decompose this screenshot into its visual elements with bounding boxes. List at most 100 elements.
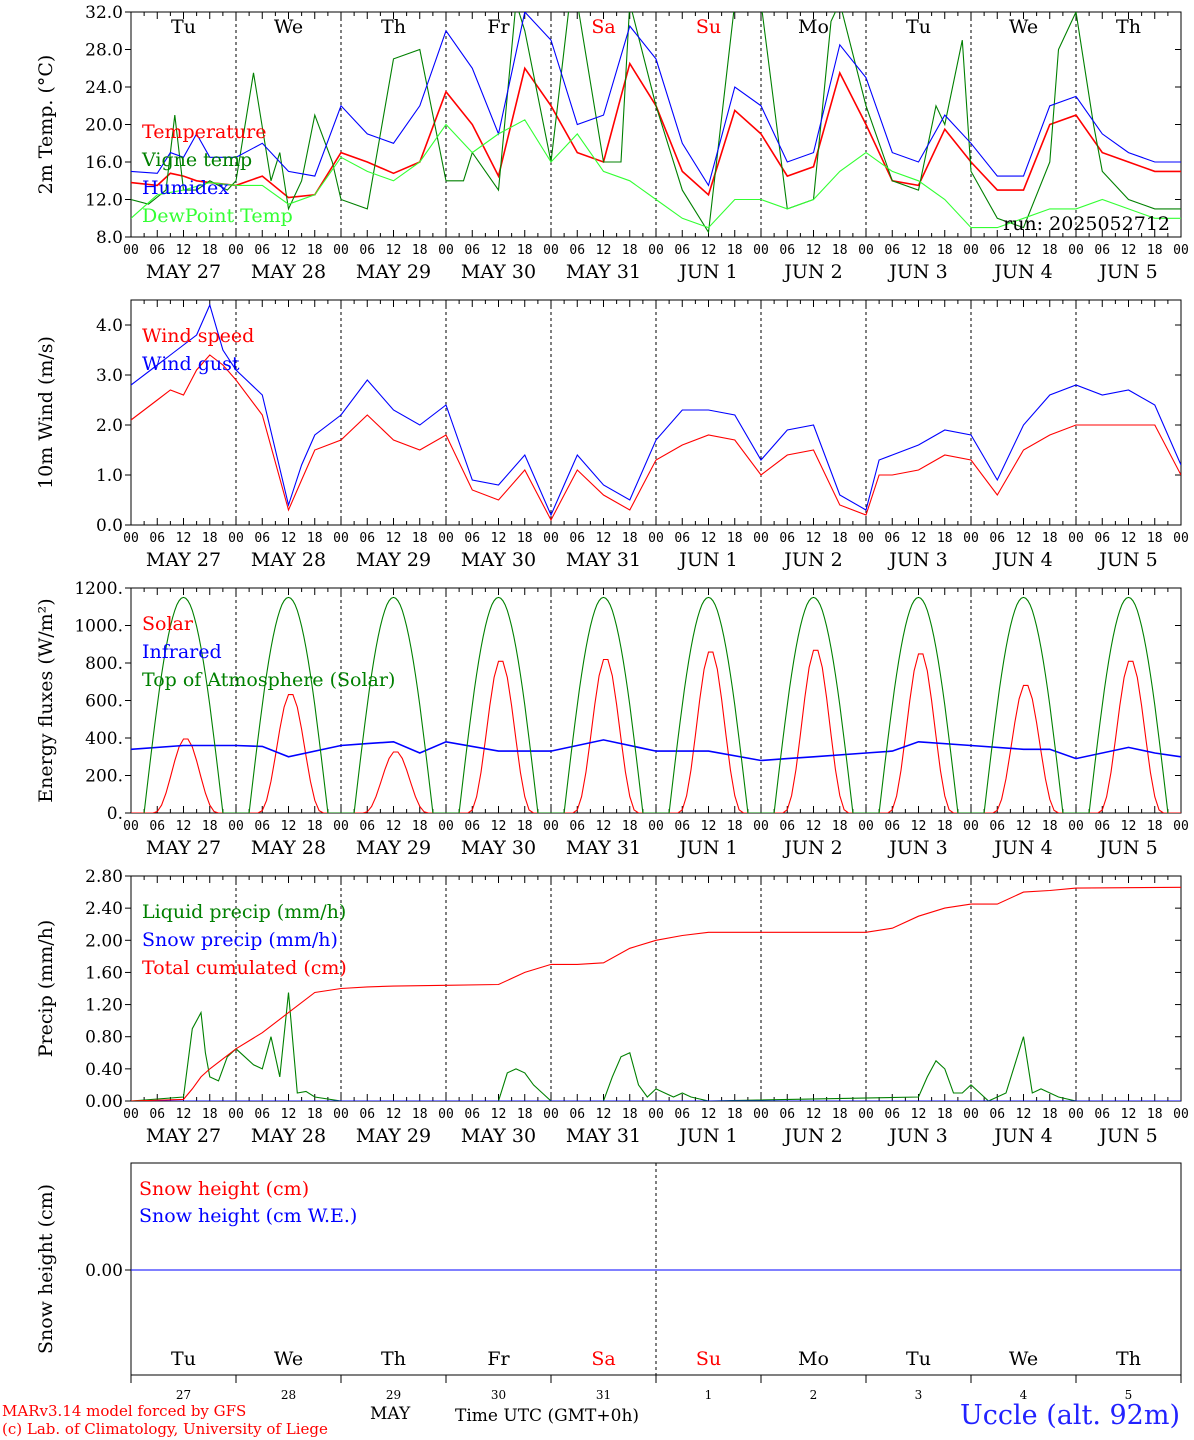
hour-tick-label: 12	[281, 243, 297, 258]
legend-entry: Vigne temp	[141, 149, 252, 171]
y-tick-label: 0.00	[85, 1261, 123, 1281]
y-tick-label: 1.60	[85, 963, 123, 983]
date-label: MAY 31	[566, 837, 641, 859]
hour-tick-label: 06	[254, 1107, 270, 1122]
hour-tick-label: 06	[569, 1107, 585, 1122]
hour-tick-label: 00	[1173, 531, 1189, 546]
hour-tick-label: 00	[543, 819, 559, 834]
hour-tick-label: 12	[596, 819, 612, 834]
y-tick-label: 200.	[85, 767, 123, 787]
day-abbrev: Tu	[906, 1348, 931, 1370]
hour-tick-label: 12	[1121, 1107, 1137, 1122]
legend-entry: Snow precip (mm/h)	[142, 929, 338, 951]
hour-tick-label: 00	[333, 1107, 349, 1122]
hour-tick-label: 06	[1094, 819, 1110, 834]
hour-tick-label: 00	[648, 531, 664, 546]
y-axis-label: 2m Temp. (°C)	[35, 55, 57, 195]
hour-tick-label: 06	[674, 531, 690, 546]
hour-tick-label: 12	[176, 243, 192, 258]
hour-tick-label: 18	[307, 1107, 323, 1122]
hour-tick-label: 00	[438, 531, 454, 546]
hour-tick-label: 18	[622, 1107, 638, 1122]
y-tick-label: 0.00	[85, 1092, 123, 1112]
y-axis-label: 10m Wind (m/s)	[35, 336, 57, 489]
hour-tick-label: 12	[701, 1107, 717, 1122]
hour-tick-label: 18	[727, 819, 743, 834]
hour-tick-label: 06	[254, 819, 270, 834]
day-number: 30	[491, 1388, 506, 1402]
date-label: MAY 29	[356, 261, 431, 283]
day-abbrev-top: Tu	[906, 16, 931, 38]
date-label: MAY 27	[146, 1125, 221, 1147]
legend-entry: Temperature	[142, 121, 266, 143]
hour-tick-label: 00	[543, 531, 559, 546]
hour-tick-label: 18	[1042, 819, 1058, 834]
series-line	[131, 12, 1181, 187]
day-abbrev: Fr	[487, 1348, 510, 1370]
hour-tick-label: 00	[333, 243, 349, 258]
hour-tick-label: 18	[307, 819, 323, 834]
hour-tick-label: 12	[806, 531, 822, 546]
day-number: 3	[915, 1388, 923, 1402]
hour-tick-label: 12	[281, 819, 297, 834]
hour-tick-label: 12	[806, 1107, 822, 1122]
hour-tick-label: 18	[622, 531, 638, 546]
hour-tick-label: 00	[963, 819, 979, 834]
hour-tick-label: 18	[517, 531, 533, 546]
series-line	[131, 61, 1181, 199]
date-label: JUN 2	[782, 837, 842, 859]
hour-tick-label: 18	[517, 1107, 533, 1122]
day-number: 2	[810, 1388, 818, 1402]
y-tick-label: 24.0	[85, 78, 123, 98]
date-label: JUN 2	[782, 549, 842, 571]
day-abbrev-top: Fr	[487, 16, 510, 38]
hour-tick-label: 06	[674, 243, 690, 258]
hour-tick-label: 00	[1068, 531, 1084, 546]
credit-line-2: (c) Lab. of Climatology, University of L…	[2, 1420, 328, 1438]
date-label: MAY 30	[461, 1125, 536, 1147]
date-label: MAY 28	[251, 549, 326, 571]
hour-tick-label: 06	[359, 1107, 375, 1122]
date-label: MAY 29	[356, 837, 431, 859]
hour-tick-label: 18	[517, 819, 533, 834]
hour-tick-label: 00	[648, 243, 664, 258]
y-axis-label: Precip (mm/h)	[35, 920, 57, 1058]
date-label: JUN 5	[1097, 837, 1157, 859]
hour-tick-label: 06	[989, 819, 1005, 834]
hour-tick-label: 18	[1147, 1107, 1163, 1122]
hour-tick-label: 18	[832, 819, 848, 834]
date-label: MAY 31	[566, 261, 641, 283]
hour-tick-label: 00	[648, 1107, 664, 1122]
hour-tick-label: 00	[1173, 1107, 1189, 1122]
hour-tick-label: 12	[386, 819, 402, 834]
hour-tick-label: 06	[149, 243, 165, 258]
hour-tick-label: 12	[806, 243, 822, 258]
date-label: MAY 27	[146, 837, 221, 859]
y-tick-label: 1200.	[74, 579, 123, 599]
hour-tick-label: 06	[464, 1107, 480, 1122]
date-label: MAY 28	[251, 261, 326, 283]
hour-tick-label: 18	[727, 243, 743, 258]
hour-tick-label: 00	[228, 819, 244, 834]
day-abbrev-top: We	[274, 16, 303, 38]
date-label: JUN 1	[677, 549, 737, 571]
y-tick-label: 400.	[85, 729, 123, 749]
hour-tick-label: 18	[832, 531, 848, 546]
hour-tick-label: 06	[1094, 531, 1110, 546]
y-tick-label: 2.80	[85, 867, 123, 887]
legend-entry: DewPoint Temp	[142, 205, 293, 227]
day-number: 5	[1125, 1388, 1133, 1402]
hour-tick-label: 18	[412, 531, 428, 546]
hour-tick-label: 12	[176, 1107, 192, 1122]
date-label: MAY 31	[566, 1125, 641, 1147]
hour-tick-label: 00	[1173, 243, 1189, 258]
hour-tick-label: 12	[701, 243, 717, 258]
month-label: MAY	[370, 1404, 411, 1424]
hour-tick-label: 00	[858, 531, 874, 546]
hour-tick-label: 00	[228, 1107, 244, 1122]
hour-tick-label: 06	[674, 1107, 690, 1122]
series-line	[131, 739, 1181, 762]
day-abbrev-top: We	[1009, 16, 1038, 38]
hour-tick-label: 12	[491, 819, 507, 834]
hour-tick-label: 06	[884, 243, 900, 258]
